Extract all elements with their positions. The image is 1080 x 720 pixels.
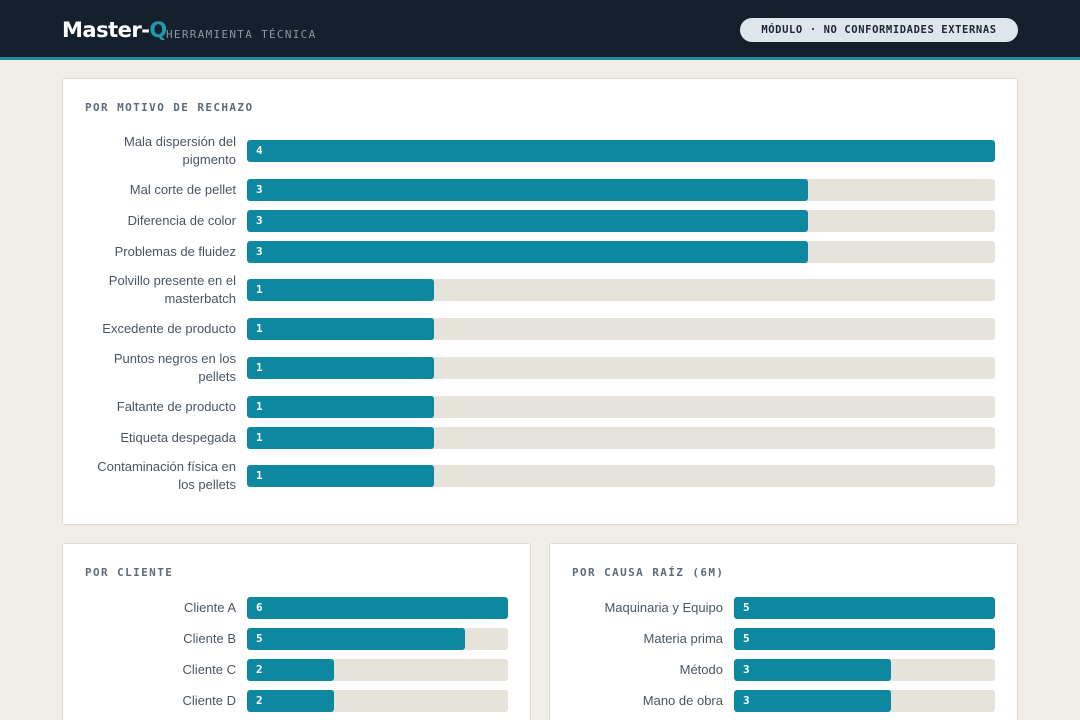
brand-logo: Master-Q bbox=[62, 18, 167, 42]
cliente-card-title: POR CLIENTE bbox=[85, 566, 174, 579]
cliente-label: Cliente B bbox=[183, 631, 236, 646]
motivo-bar-value: 1 bbox=[256, 361, 263, 374]
motivo-label: Mal corte de pellet bbox=[129, 182, 236, 197]
motivo-label: Contaminación física en los pellets bbox=[97, 459, 236, 492]
motivo-bar-track: 1 bbox=[247, 279, 995, 301]
cliente-bar-value: 5 bbox=[256, 632, 263, 645]
motivo-bar: 3 bbox=[247, 179, 808, 201]
causa-label: Mano de obra bbox=[642, 693, 723, 708]
motivo-bar: 4 bbox=[247, 140, 995, 162]
motivo-bar-value: 4 bbox=[256, 144, 263, 157]
motivo-bar: 1 bbox=[247, 427, 434, 449]
motivo-bar-track: 1 bbox=[247, 465, 995, 487]
motivo-bar-value: 1 bbox=[256, 469, 263, 482]
motivo-bar-track: 1 bbox=[247, 396, 995, 418]
motivo-label: Excedente de producto bbox=[102, 321, 236, 336]
motivo-label: Mala dispersión del pigmento bbox=[123, 134, 236, 167]
motivo-label: Puntos negros en los pellets bbox=[113, 351, 236, 384]
causa-bar: 5 bbox=[734, 628, 995, 650]
causa-label: Maquinaria y Equipo bbox=[604, 600, 723, 615]
motivo-bar-value: 1 bbox=[256, 431, 263, 444]
cliente-card: POR CLIENTE Cliente A 6 Cliente B 5 Cliente … bbox=[62, 543, 531, 720]
motivo-label: Problemas de fluidez bbox=[114, 244, 236, 259]
cliente-bar: 2 bbox=[247, 659, 334, 681]
causa-card-title: POR CAUSA RAÍZ (6M) bbox=[572, 566, 725, 579]
brand-subtitle: HERRAMIENTA TÉCNICA bbox=[166, 28, 317, 41]
causa-card: POR CAUSA RAÍZ (6M) Maquinaria y Equipo 5… bbox=[549, 543, 1018, 720]
motivo-bar-track: 1 bbox=[247, 318, 995, 340]
motivo-bar: 3 bbox=[247, 241, 808, 263]
motivo-bar: 1 bbox=[247, 279, 434, 301]
motivo-bar: 1 bbox=[247, 357, 434, 379]
causa-bar-track: 5 bbox=[734, 597, 995, 619]
causa-bar-value: 3 bbox=[743, 663, 750, 676]
motivo-bar-track: 3 bbox=[247, 241, 995, 263]
cliente-label: Cliente C bbox=[182, 662, 236, 677]
motivo-bar-track: 3 bbox=[247, 210, 995, 232]
brand-accent: Q bbox=[149, 18, 167, 42]
motivo-bar-value: 3 bbox=[256, 245, 263, 258]
causa-bar: 5 bbox=[734, 597, 995, 619]
causa-bar-value: 5 bbox=[743, 601, 750, 614]
causa-bar: 3 bbox=[734, 659, 891, 681]
cliente-bar: 2 bbox=[247, 690, 334, 712]
motivo-bar-value: 1 bbox=[256, 400, 263, 413]
cliente-bar-track: 2 bbox=[247, 690, 508, 712]
cliente-bar: 5 bbox=[247, 628, 465, 650]
motivo-bar-track: 4 bbox=[247, 140, 995, 162]
cliente-bar-track: 2 bbox=[247, 659, 508, 681]
motivo-bar-value: 1 bbox=[256, 283, 263, 296]
motivo-bar-track: 1 bbox=[247, 357, 995, 379]
motivo-bar-value: 1 bbox=[256, 322, 263, 335]
motivo-bar-track: 3 bbox=[247, 179, 995, 201]
causa-bar-value: 5 bbox=[743, 632, 750, 645]
causa-label: Materia prima bbox=[643, 631, 723, 646]
motivo-bar: 1 bbox=[247, 318, 434, 340]
causa-bar-track: 5 bbox=[734, 628, 995, 650]
causa-bar-track: 3 bbox=[734, 690, 995, 712]
cliente-bar-value: 2 bbox=[256, 694, 263, 707]
cliente-bar-value: 6 bbox=[256, 601, 263, 614]
cliente-label: Cliente A bbox=[183, 600, 236, 615]
motivo-label: Diferencia de color bbox=[127, 213, 236, 228]
cliente-bar-value: 2 bbox=[256, 663, 263, 676]
cliente-bar-track: 6 bbox=[247, 597, 508, 619]
causa-bar-track: 3 bbox=[734, 659, 995, 681]
motivo-bar-value: 3 bbox=[256, 214, 263, 227]
cliente-bar-track: 5 bbox=[247, 628, 508, 650]
causa-label: Método bbox=[679, 662, 723, 677]
motivo-bar: 3 bbox=[247, 210, 808, 232]
brand-name: Master- bbox=[62, 18, 150, 42]
motivo-bar-value: 3 bbox=[256, 183, 263, 196]
cliente-label: Cliente D bbox=[182, 693, 236, 708]
motivo-label: Etiqueta despegada bbox=[120, 430, 236, 445]
causa-bar: 3 bbox=[734, 690, 891, 712]
motivo-card: POR MOTIVO DE RECHAZO Mala dispersión de… bbox=[62, 78, 1018, 525]
motivo-label: Polvillo presente en el masterbatch bbox=[108, 273, 236, 306]
module-badge: MÓDULO · NO CONFORMIDADES EXTERNAS bbox=[740, 18, 1018, 42]
motivo-bar-track: 1 bbox=[247, 427, 995, 449]
causa-bar-value: 3 bbox=[743, 694, 750, 707]
top-bar: Master-Q HERRAMIENTA TÉCNICA MÓDULO · NO… bbox=[0, 0, 1080, 60]
motivo-card-title: POR MOTIVO DE RECHAZO bbox=[85, 101, 254, 114]
cliente-bar: 6 bbox=[247, 597, 508, 619]
motivo-label: Faltante de producto bbox=[116, 399, 236, 414]
motivo-bar: 1 bbox=[247, 465, 434, 487]
motivo-bar: 1 bbox=[247, 396, 434, 418]
